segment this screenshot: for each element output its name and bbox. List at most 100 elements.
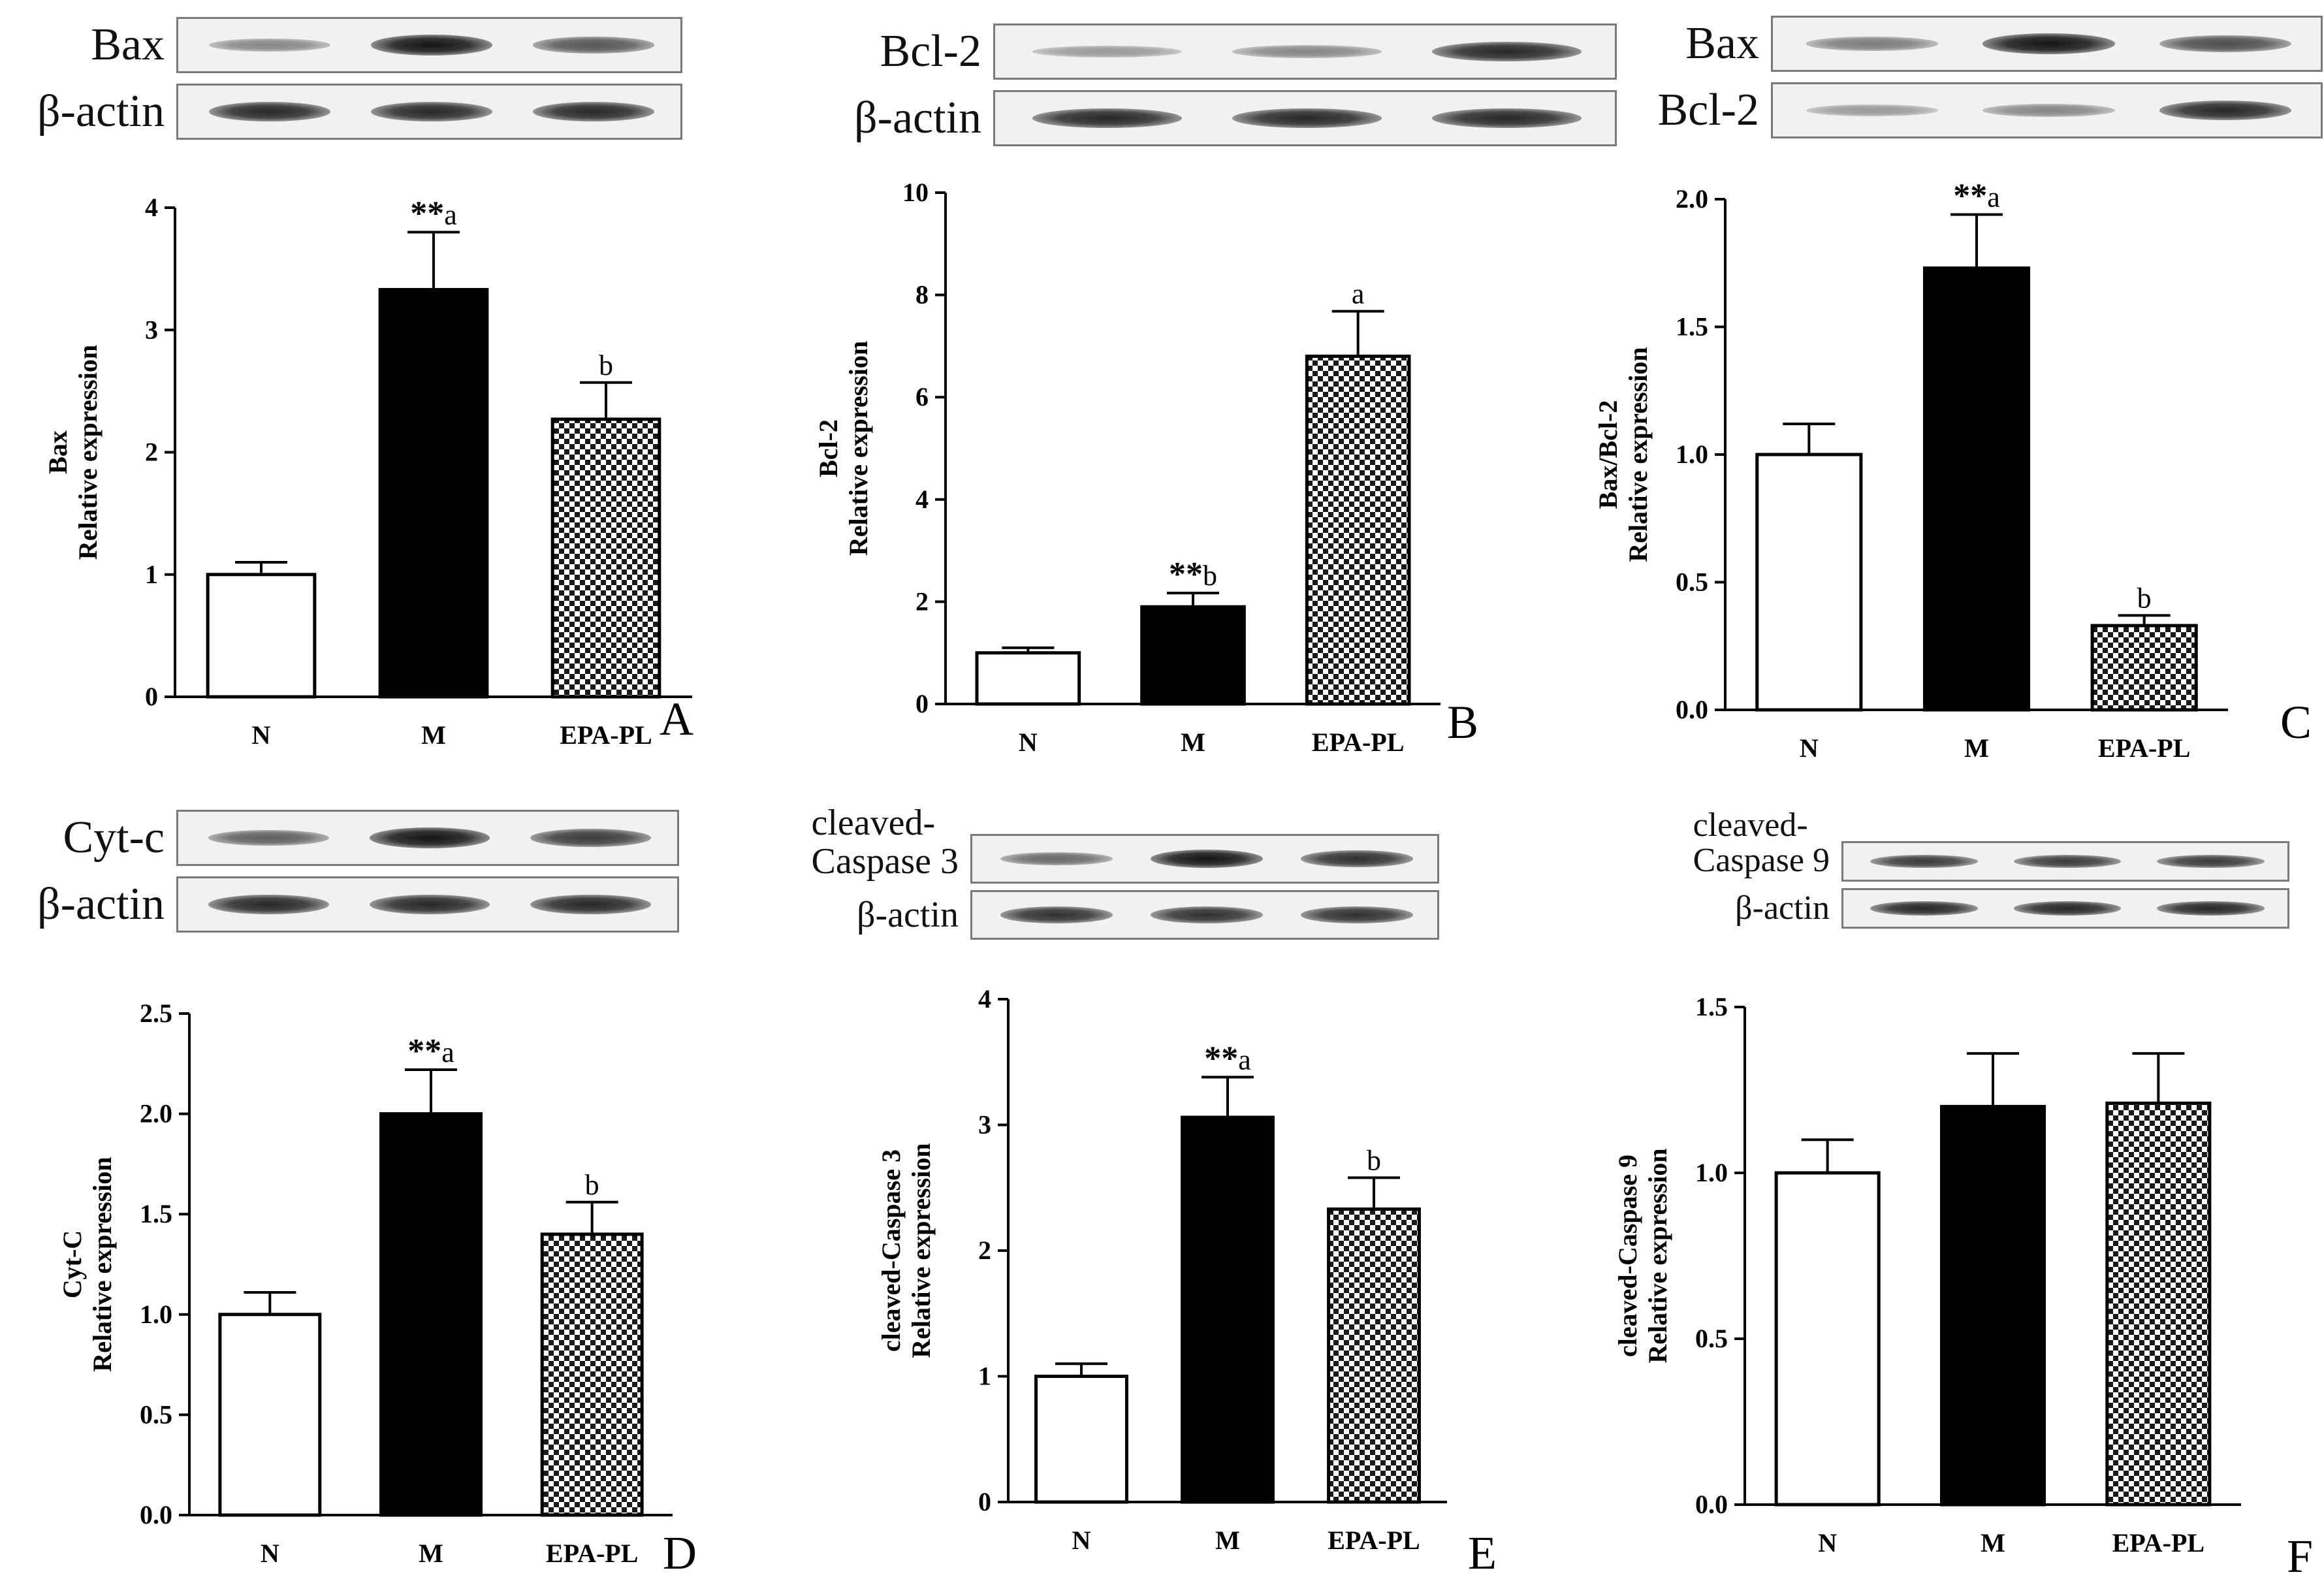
y-axis-subtitle: Relative expression <box>844 341 873 556</box>
blot-band <box>369 895 490 914</box>
bar-n <box>206 573 317 699</box>
blot-band <box>2159 101 2292 120</box>
y-tick-label: 1.0 <box>1676 440 1708 469</box>
blot-band <box>1150 849 1264 868</box>
blot-band <box>1870 901 1978 916</box>
bar-n <box>1034 1375 1128 1504</box>
y-tick-label: 1.0 <box>1695 1158 1728 1187</box>
bar-epa-pl <box>1327 1207 1421 1504</box>
blot-band <box>208 829 329 846</box>
x-tick-label: EPA-PL <box>560 720 652 750</box>
blot-strip <box>1841 888 2289 929</box>
x-tick-label: N <box>1019 728 1038 757</box>
y-tick-label: 0 <box>915 689 929 718</box>
blot-band <box>1300 850 1413 867</box>
y-tick-label: 0.0 <box>1695 1490 1728 1519</box>
panel-letter: E <box>1468 1527 1497 1579</box>
blot-strip <box>1841 841 2289 882</box>
blot-band <box>1431 108 1582 128</box>
x-tick-label: EPA-PL <box>1328 1526 1420 1555</box>
y-axis-title: cleaved-Caspase 9 <box>1613 1155 1642 1357</box>
y-tick-label: 1.5 <box>1695 992 1728 1021</box>
blot-label: Bcl-2 <box>1657 85 1759 135</box>
y-tick-label: 0.0 <box>140 1500 172 1529</box>
panel-a: Bax β-actin 0 1 2 3 4 Bax Relative expression N **… <box>0 0 774 791</box>
blot-label: Bcl-2 <box>880 26 981 76</box>
blot-band <box>2157 854 2265 869</box>
significance-label: b <box>599 349 613 381</box>
x-tick-label: EPA-PL <box>1312 728 1404 757</box>
blot-band <box>532 102 654 121</box>
blot-strip <box>1771 16 2323 72</box>
y-tick-label: 0.5 <box>1676 568 1708 597</box>
blot-band <box>1000 906 1113 923</box>
blot-band <box>208 895 329 914</box>
panel-letter: F <box>2287 1530 2313 1582</box>
panel-letter: B <box>1447 696 1478 748</box>
blot-strip <box>970 890 1439 940</box>
blot-band <box>1982 33 2115 54</box>
blot-band <box>1431 42 1582 61</box>
blot-band <box>2013 901 2122 916</box>
blot-label: Bax <box>1685 18 1759 69</box>
blot-band <box>208 102 330 121</box>
panel-c: Bax Bcl-2 0.0 0.5 1.0 1.5 2.0 Bax/Bcl-2 Relative… <box>1549 0 2323 791</box>
significance-label: b <box>585 1169 599 1201</box>
blot-band <box>2159 35 2292 53</box>
blot-band <box>530 829 651 847</box>
blot-band <box>1032 45 1183 58</box>
bar-epa-pl <box>540 1232 644 1517</box>
x-tick-label: N <box>1072 1526 1091 1555</box>
y-axis-title: Bax <box>43 430 72 474</box>
panel-f: cleaved- Caspase 9 β-actin 0.0 0.5 1.0 1.5 cle… <box>1549 791 2323 1583</box>
significance-label: b <box>1367 1144 1381 1176</box>
blot-band <box>369 827 490 848</box>
blot-label: cleaved- Caspase 3 <box>811 803 959 882</box>
bar-m <box>1922 266 2031 712</box>
blot-band <box>208 38 330 52</box>
y-tick-label: 0 <box>978 1487 991 1516</box>
chart-f: 0.0 0.5 1.0 1.5 cleaved-Caspase 9 Relative ex… <box>1613 992 2313 1582</box>
blot-band <box>1232 108 1382 128</box>
y-axis-title: Cyt-C <box>57 1230 87 1298</box>
blot-band <box>1150 906 1264 923</box>
y-axis-title: Bcl-2 <box>814 419 843 477</box>
blot-strip <box>970 834 1439 884</box>
significance-label: **a <box>1953 177 2000 214</box>
blot-strip <box>176 17 682 73</box>
blot-band <box>1806 37 1939 51</box>
panel-letter: D <box>663 1527 697 1579</box>
blot-label: β-actin <box>857 895 959 935</box>
bar-m <box>379 1112 483 1517</box>
y-tick-label: 1.5 <box>1676 312 1708 342</box>
blot-strip <box>993 90 1617 146</box>
x-tick-label: M <box>1181 728 1205 757</box>
x-tick-label: N <box>261 1539 279 1568</box>
y-tick-label: 0.5 <box>140 1399 172 1429</box>
chart-a: 0 1 2 3 4 Bax Relative expression N **a Mb EPA-PL A <box>43 193 693 750</box>
blot-label: Bax <box>91 20 165 70</box>
significance-label: **a <box>1204 1040 1251 1077</box>
bar-epa-pl <box>1305 355 1411 706</box>
blot-band <box>1982 103 2115 118</box>
bar-epa-pl <box>550 417 661 699</box>
blot-strip <box>176 84 682 140</box>
y-tick-label: 8 <box>915 280 929 310</box>
blot-strip <box>176 876 679 933</box>
y-tick-label: 1.0 <box>140 1300 172 1329</box>
y-tick-label: 2 <box>978 1236 991 1265</box>
x-tick-label: EPA-PL <box>546 1539 638 1568</box>
blot-band <box>2013 854 2122 869</box>
blot-strip <box>1771 82 2323 138</box>
chart-c: 0.0 0.5 1.0 1.5 2.0 Bax/Bcl-2 Relative express… <box>1593 177 2312 763</box>
y-axis-subtitle: Relative expression <box>1623 347 1653 562</box>
panel-letter: A <box>660 693 693 745</box>
y-tick-label: 10 <box>902 178 929 207</box>
significance-label: **b <box>1169 556 1217 593</box>
significance-label: a <box>1352 278 1365 310</box>
blot-label: β-actin <box>37 879 165 929</box>
y-tick-label: 3 <box>145 315 158 344</box>
y-tick-label: 0.5 <box>1695 1324 1728 1353</box>
y-axis-title: cleaved-Caspase 3 <box>876 1149 906 1352</box>
bar-n <box>1755 453 1863 712</box>
